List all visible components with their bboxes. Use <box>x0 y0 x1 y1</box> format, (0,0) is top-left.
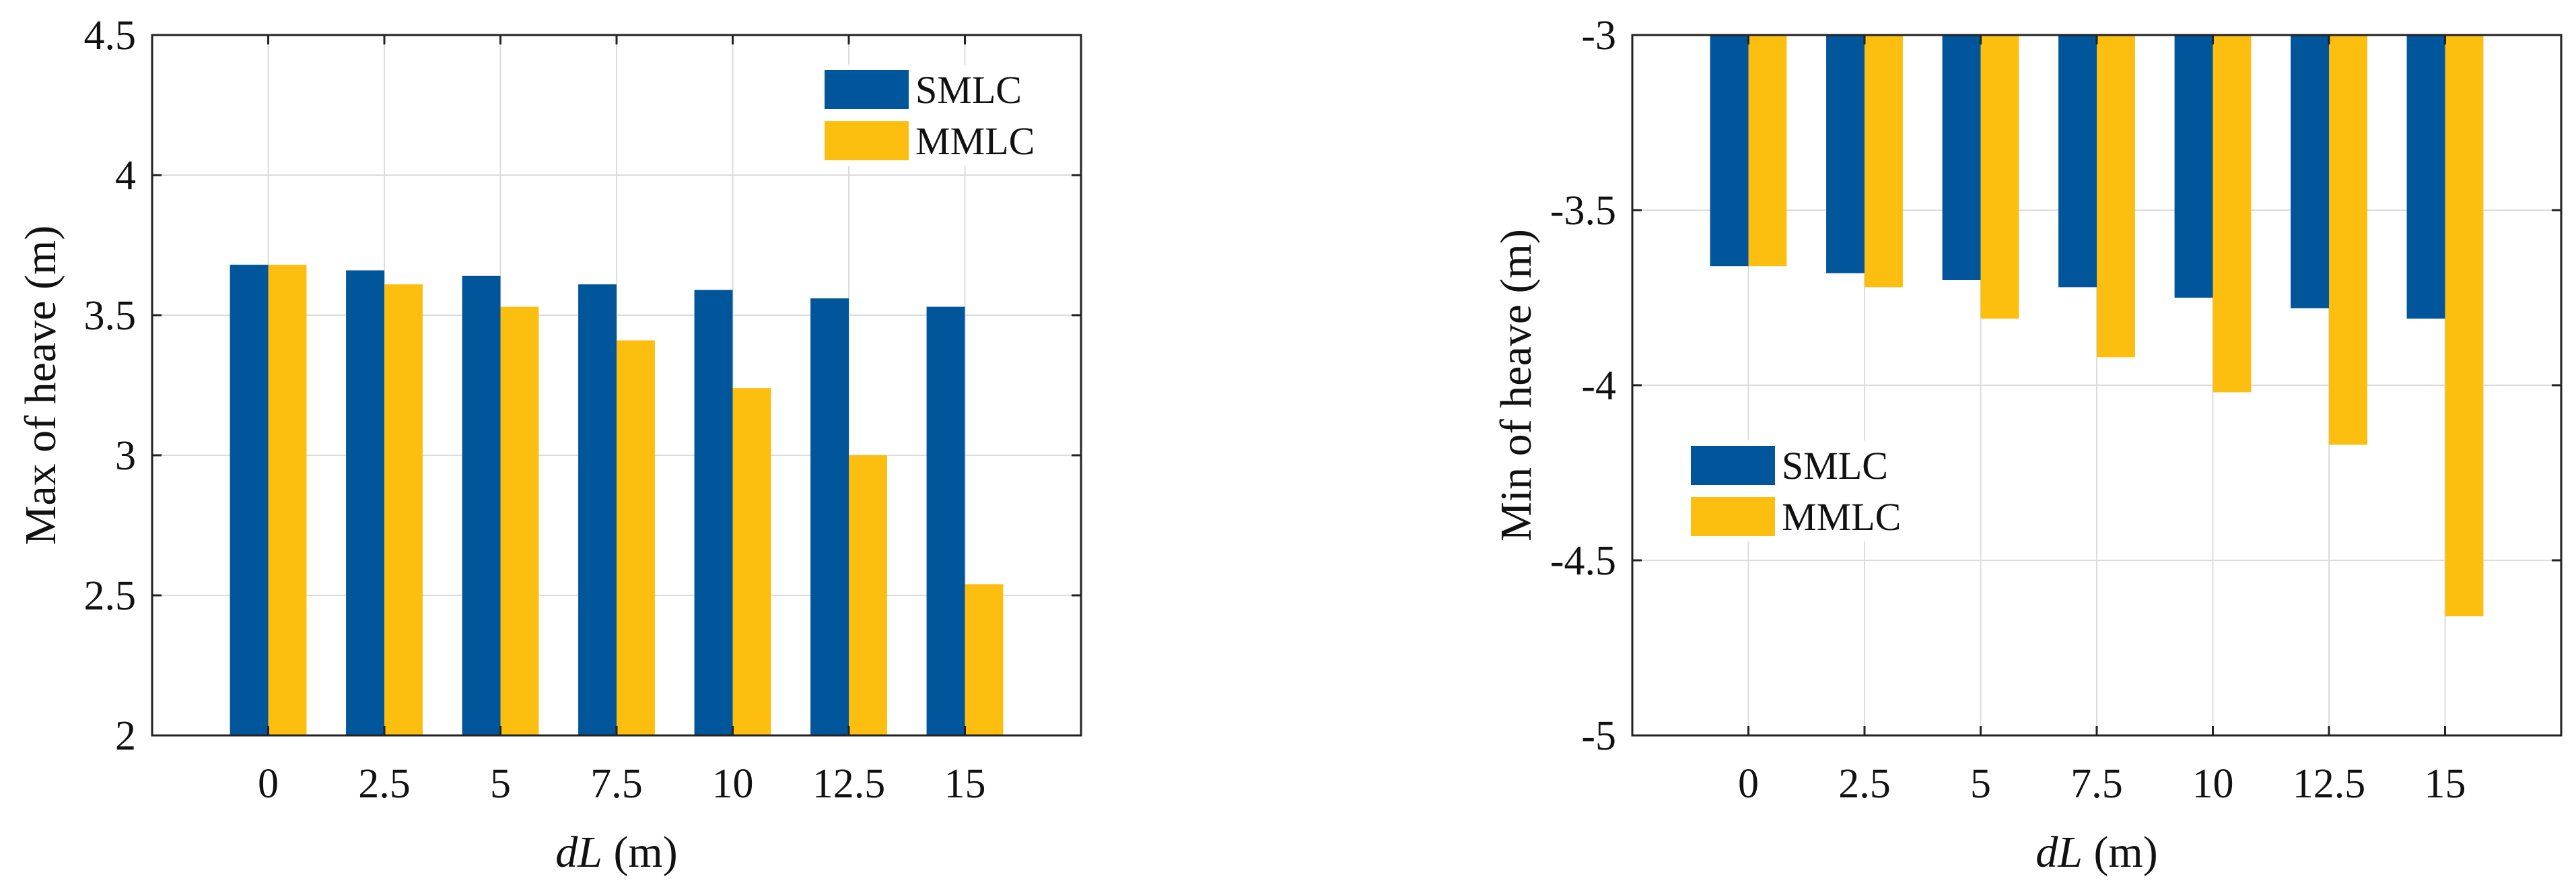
y-tick-label: 2 <box>115 713 136 759</box>
bar-mmlc-12.5 <box>849 455 887 735</box>
max-heave-chart: 2 2.5 3 3.5 4 4.5 0 2.5 5 7.5 10 12.5 15 dL (m) Max … <box>16 13 1082 877</box>
x-tick-label: 10 <box>2192 761 2234 807</box>
legend-swatch-smlc <box>1691 446 1775 485</box>
y-tick-label: -4 <box>1581 363 1616 409</box>
min-heave-y-axis-label: Min of heave (m) <box>1492 229 1541 541</box>
x-tick-label: 5 <box>490 761 511 807</box>
x-tick-label: 2.5 <box>1838 761 1891 807</box>
y-tick-label: 4.5 <box>84 13 137 59</box>
x-tick-label: 7.5 <box>2070 761 2123 807</box>
bar-smlc-15 <box>2406 35 2445 319</box>
x-axis-label-italic: dL <box>2035 828 2083 877</box>
x-tick-label: 7.5 <box>590 761 643 807</box>
y-tick-label: 2.5 <box>84 573 137 619</box>
bar-smlc-7.5 <box>578 284 617 735</box>
x-tick-label: 0 <box>1738 761 1759 807</box>
x-tick-label: 2.5 <box>358 761 411 807</box>
bar-mmlc-2.5 <box>1865 35 1903 288</box>
y-tick-label: 4 <box>115 153 136 199</box>
max-heave-y-axis-label: Max of heave (m) <box>16 226 65 546</box>
legend-label-mmlc: MMLC <box>1782 495 1901 539</box>
x-tick-label: 12.5 <box>812 761 886 807</box>
bar-mmlc-2.5 <box>384 284 423 735</box>
min-heave-legend: SMLC MMLC <box>1687 440 1929 541</box>
bar-mmlc-15 <box>2445 35 2484 617</box>
bar-smlc-10 <box>694 290 733 735</box>
y-tick-label: 3 <box>115 433 136 479</box>
bar-smlc-10 <box>2174 35 2213 298</box>
bar-mmlc-12.5 <box>2329 35 2367 445</box>
legend-label-smlc: SMLC <box>1782 444 1888 488</box>
y-tick-label: -3.5 <box>1550 188 1616 234</box>
x-tick-label: 5 <box>1970 761 1991 807</box>
bar-smlc-7.5 <box>2058 35 2097 288</box>
bar-mmlc-7.5 <box>2097 35 2135 358</box>
min-heave-x-axis-label: dL (m) <box>2035 828 2158 877</box>
legend-swatch-mmlc <box>1691 497 1775 536</box>
bar-mmlc-10 <box>2213 35 2252 393</box>
bar-smlc-12.5 <box>2291 35 2329 308</box>
y-tick-label: -3 <box>1581 13 1616 59</box>
bar-smlc-15 <box>926 306 965 735</box>
x-axis-label-unit: (m) <box>602 828 678 877</box>
bar-mmlc-0 <box>268 265 307 735</box>
bar-smlc-0 <box>230 265 269 735</box>
x-tick-label: 10 <box>712 761 754 807</box>
bar-smlc-2.5 <box>1826 35 1865 273</box>
bar-mmlc-5 <box>500 306 539 735</box>
y-tick-label: -5 <box>1581 713 1616 759</box>
bar-smlc-12.5 <box>810 298 849 735</box>
y-tick-label: 3.5 <box>84 293 137 339</box>
x-axis-label-unit: (m) <box>2083 828 2158 877</box>
legend-swatch-mmlc <box>825 121 909 160</box>
max-heave-x-axis-label: dL (m) <box>555 828 678 877</box>
min-heave-chart: -5 -4.5 -4 -3.5 -3 0 2.5 5 7.5 10 12.5 15 dL (m) Mi… <box>1492 13 2563 877</box>
x-axis-label-italic: dL <box>555 828 602 877</box>
bar-mmlc-15 <box>965 584 1004 735</box>
y-tick-label: -4.5 <box>1550 538 1616 584</box>
legend-label-mmlc: MMLC <box>915 119 1035 163</box>
legend-label-smlc: SMLC <box>915 68 1022 112</box>
legend-swatch-smlc <box>825 70 909 109</box>
bar-smlc-2.5 <box>346 270 384 735</box>
x-tick-label: 15 <box>944 761 986 807</box>
bar-mmlc-7.5 <box>617 340 655 735</box>
max-heave-legend: SMLC MMLC <box>821 65 1063 166</box>
x-tick-label: 15 <box>2425 761 2466 807</box>
bar-smlc-5 <box>462 275 501 735</box>
bar-smlc-0 <box>1710 35 1749 267</box>
x-tick-label: 12.5 <box>2293 761 2366 807</box>
bar-mmlc-10 <box>732 388 771 735</box>
bar-mmlc-5 <box>1980 35 2019 319</box>
x-tick-label: 0 <box>258 761 279 807</box>
bar-mmlc-0 <box>1748 35 1787 267</box>
bar-smlc-5 <box>1942 35 1981 280</box>
